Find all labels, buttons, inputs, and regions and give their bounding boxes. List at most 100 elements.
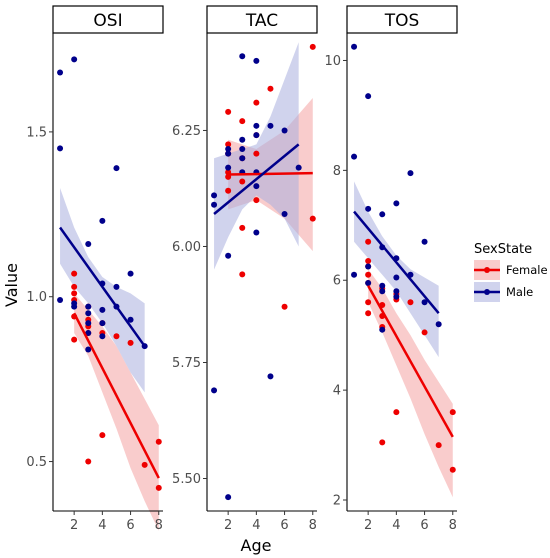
x-tick-label: 8 — [449, 518, 457, 533]
data-point-female — [85, 458, 92, 465]
data-point-female — [253, 150, 260, 157]
data-point-male — [239, 53, 246, 60]
data-point-male — [211, 387, 218, 394]
data-point-female — [155, 438, 162, 445]
ci-band-female — [368, 269, 453, 498]
fit-line-male — [213, 143, 300, 215]
data-point-female — [71, 270, 78, 277]
data-point-male — [71, 56, 78, 63]
data-point-male — [85, 310, 92, 317]
y-tick-label: 6 — [333, 274, 341, 289]
data-point-male — [85, 240, 92, 247]
legend-key-point — [484, 289, 490, 295]
x-tick-label: 4 — [98, 518, 106, 533]
data-point-male — [379, 282, 386, 289]
y-tick-label: 5.75 — [172, 356, 201, 371]
data-point-male — [85, 329, 92, 336]
y-tick-label: 1.0 — [26, 290, 47, 305]
data-point-male — [365, 93, 372, 100]
fit-line-male — [353, 210, 440, 315]
data-point-male — [99, 306, 106, 313]
x-tick-label: 2 — [364, 518, 372, 533]
data-point-male — [253, 132, 260, 139]
fit-line-female — [228, 171, 313, 176]
y-tick-label: 10 — [324, 54, 341, 69]
data-point-male — [393, 293, 400, 300]
data-point-male — [253, 229, 260, 236]
data-point-female — [225, 141, 232, 148]
x-tick-label: 4 — [252, 518, 260, 533]
data-point-male — [351, 153, 358, 160]
data-point-male — [253, 122, 260, 129]
legend-label: Female — [506, 263, 548, 277]
x-tick-label: 6 — [420, 518, 428, 533]
y-tick-label: 0.5 — [26, 455, 47, 470]
data-point-female — [281, 303, 288, 310]
fit-line-female — [367, 285, 454, 438]
data-point-female — [435, 442, 442, 449]
y-tick-label: 2 — [333, 494, 341, 509]
legend-key-female: Female — [474, 260, 548, 280]
data-point-male — [239, 155, 246, 162]
facet-strip-label: TAC — [245, 11, 278, 31]
data-point-male — [211, 192, 218, 199]
data-point-female — [421, 329, 428, 336]
facet-strip — [206, 5, 318, 34]
data-point-male — [393, 288, 400, 295]
data-point-female — [127, 339, 134, 346]
data-point-male — [393, 200, 400, 207]
data-point-male — [267, 373, 274, 380]
x-tick-label: 2 — [224, 518, 232, 533]
facet-strip-label: OSI — [93, 11, 122, 31]
data-point-male — [127, 270, 134, 277]
data-point-male — [393, 274, 400, 281]
data-point-female — [141, 461, 148, 468]
data-point-female — [239, 271, 246, 278]
data-point-female — [449, 466, 456, 473]
data-point-male — [225, 150, 232, 157]
data-point-female — [239, 178, 246, 185]
data-point-female — [267, 85, 274, 92]
data-point-male — [253, 183, 260, 190]
y-tick-label: 8 — [333, 164, 341, 179]
data-point-male — [435, 321, 442, 328]
data-point-male — [253, 57, 260, 64]
data-point-male — [281, 127, 288, 134]
y-tick-label: 6.00 — [172, 240, 201, 255]
data-point-male — [113, 165, 120, 172]
data-point-male — [365, 205, 372, 212]
y-tick-label: 6.25 — [172, 124, 201, 139]
data-point-male — [99, 217, 106, 224]
data-point-male — [99, 320, 106, 327]
data-point-male — [57, 145, 64, 152]
data-point-female — [309, 215, 316, 222]
data-point-male — [57, 297, 64, 304]
data-point-female — [253, 197, 260, 204]
data-point-male — [239, 136, 246, 143]
data-point-male — [379, 211, 386, 218]
data-point-male — [365, 279, 372, 286]
x-axis-title: Age — [241, 536, 272, 555]
x-tick-label: 6 — [280, 518, 288, 533]
data-point-male — [85, 303, 92, 310]
fit-line-male — [59, 226, 146, 347]
data-point-female — [253, 99, 260, 106]
legend-title: SexState — [474, 242, 532, 257]
data-point-male — [113, 283, 120, 290]
facet-strip — [52, 5, 164, 34]
fit-line-female — [73, 312, 160, 479]
data-point-male — [379, 326, 386, 333]
data-point-female — [225, 108, 232, 115]
data-point-female — [393, 409, 400, 416]
ci-band-male — [354, 181, 439, 358]
x-tick-label: 8 — [309, 518, 317, 533]
legend-key-male: Male — [474, 282, 533, 302]
data-point-male — [351, 271, 358, 278]
data-point-male — [211, 201, 218, 208]
x-tick-label: 8 — [155, 518, 163, 533]
data-point-male — [295, 164, 302, 171]
facet-strip — [346, 5, 458, 34]
data-point-male — [365, 263, 372, 270]
